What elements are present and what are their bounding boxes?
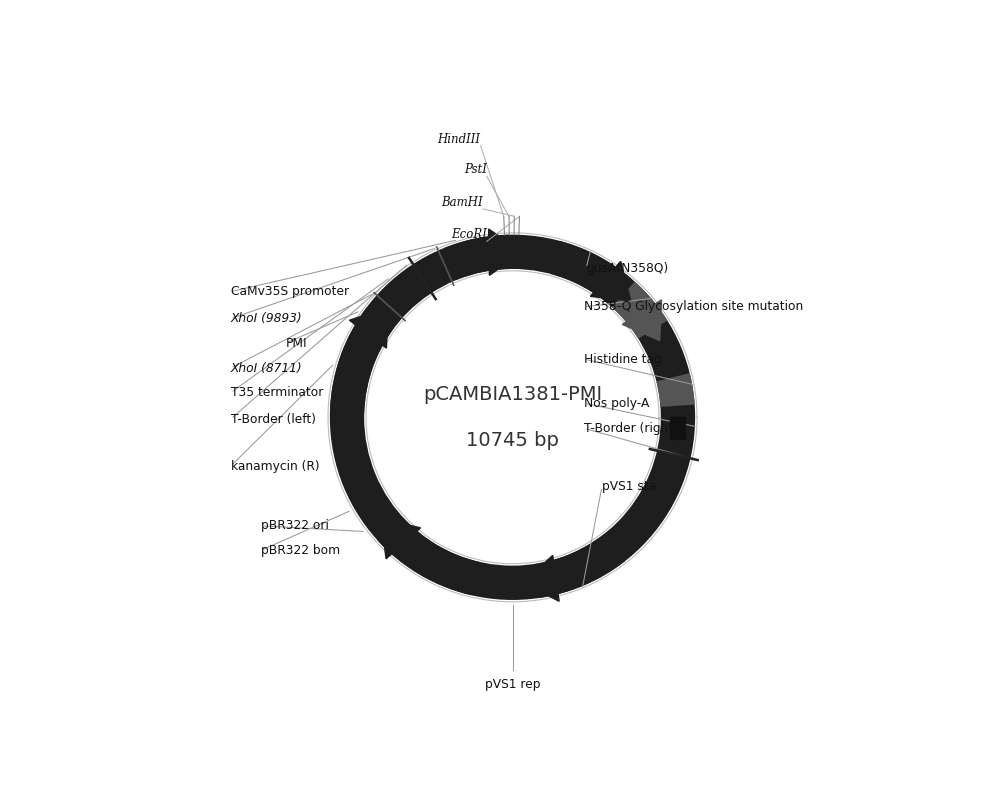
Wedge shape [330, 307, 394, 412]
Text: BamHI: BamHI [441, 196, 483, 209]
Text: 10745 bp: 10745 bp [466, 431, 559, 450]
Text: XhoI (8711): XhoI (8711) [231, 361, 302, 375]
Polygon shape [590, 261, 631, 301]
Wedge shape [377, 517, 479, 595]
Text: HindIII: HindIII [438, 133, 481, 146]
Polygon shape [489, 229, 522, 275]
Text: pCAMBIA1381-PMI: pCAMBIA1381-PMI [423, 384, 602, 404]
Wedge shape [656, 373, 695, 407]
Text: Histidine tag: Histidine tag [584, 353, 662, 365]
Wedge shape [330, 235, 695, 600]
Text: T-Border (left): T-Border (left) [231, 412, 316, 426]
Wedge shape [533, 534, 625, 598]
Text: pVS1 sta: pVS1 sta [602, 480, 656, 493]
Wedge shape [612, 282, 667, 339]
Wedge shape [551, 241, 632, 306]
Text: gusA(N358Q): gusA(N358Q) [586, 262, 668, 275]
Text: T-Border (right): T-Border (right) [584, 422, 678, 435]
Text: pBR322 ori: pBR322 ori [261, 519, 329, 533]
Wedge shape [444, 235, 510, 279]
Text: pBR322 bom: pBR322 bom [261, 544, 340, 557]
Text: XhoI (9893): XhoI (9893) [231, 312, 302, 325]
Text: pVS1 rep: pVS1 rep [485, 678, 540, 691]
Text: N358-Q Glycosylation site mutation: N358-Q Glycosylation site mutation [584, 300, 803, 314]
Text: EcoRI: EcoRI [451, 228, 487, 241]
Text: PMI: PMI [286, 337, 307, 349]
Polygon shape [622, 300, 662, 341]
Text: T35 terminator: T35 terminator [231, 386, 323, 400]
Bar [670, 417, 685, 439]
Polygon shape [349, 307, 388, 348]
Text: Nos poly-A: Nos poly-A [584, 396, 650, 410]
Polygon shape [381, 518, 421, 559]
Text: PstI: PstI [464, 163, 487, 177]
Polygon shape [523, 556, 559, 601]
Text: CaMv35S promoter: CaMv35S promoter [231, 285, 349, 298]
Text: kanamycin (R): kanamycin (R) [231, 460, 319, 473]
